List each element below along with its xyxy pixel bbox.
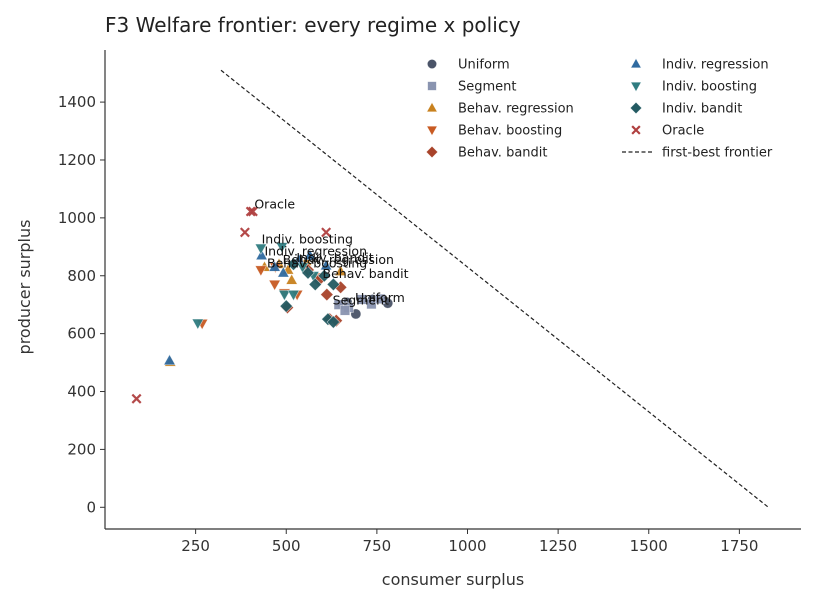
legend-marker [427,81,437,91]
point-indiv-boosting [296,262,309,274]
point-indiv-regression [255,248,268,260]
point-oracle [131,393,142,404]
point-indiv-regression [277,266,290,278]
point-indiv-bandit [279,299,293,313]
point-indiv-boosting [287,290,300,302]
point-indiv-bandit [317,269,332,283]
x-tick-label: 1750 [720,537,758,555]
x-tick-label: 250 [181,537,210,555]
legend-label: Uniform [458,58,510,73]
point-indiv-regression [268,260,281,272]
point-oracle [239,227,250,238]
data-points [131,206,394,404]
x-tick-label: 1500 [630,537,668,555]
y-tick-label: 400 [67,383,96,401]
point-indiv-boosting [191,318,205,330]
legend-label: first-best frontier [662,146,773,161]
y-tick-label: 600 [67,325,96,343]
point-indiv-bandit [326,315,341,329]
point-indiv-bandit [326,277,341,292]
x-tick-label: 1250 [539,537,577,555]
annotation-label: Indiv. regression [265,243,368,258]
point-indiv-bandit [301,266,315,280]
chart-title: F3 Welfare frontier: every regime x poli… [105,13,521,37]
legend-marker [629,101,643,115]
annotation-label: Oracle [254,197,295,212]
point-segment [375,293,386,305]
annotation-label: Behav. bandit [323,266,409,281]
annotation-label: Behav. regression [283,252,394,267]
legend-label: Indiv. regression [662,58,769,73]
legend-marker [630,81,642,93]
y-tick-label: 1400 [58,93,96,111]
legend-marker [630,57,642,69]
y-axis-label: producer surplus [15,220,34,355]
point-segment [366,299,377,310]
point-oracle [321,227,332,238]
x-axis-label: consumer surplus [382,570,524,589]
point-indiv-boosting [254,243,268,255]
x-tick-label: 500 [272,537,301,555]
point-behav-bandit [320,287,334,302]
legend-label: Indiv. boosting [662,80,757,95]
legend-label: Indiv. bandit [662,102,742,117]
legend-label: Segment [458,80,517,95]
point-indiv-boosting [278,290,291,302]
y-tick-label: 0 [86,498,96,516]
annotation-label: Segment [333,293,389,308]
point-oracle [245,206,256,217]
y-tick-label: 200 [67,440,96,458]
point-indiv-regression [319,259,333,271]
point-indiv-bandit [308,277,322,292]
legend-label: Behav. bandit [458,146,548,161]
annotation-label: Behav. boosting [267,256,367,271]
point-behav-boosting [268,279,281,292]
x-tick-label: 750 [363,537,392,555]
annotation-label: Indiv. bandit [296,250,373,265]
point-indiv-boosting [275,242,289,254]
point-behav-boosting [254,265,268,277]
legend-marker [425,145,439,159]
legend-marker [631,125,641,135]
point-behav-regression [285,273,298,285]
legend-marker [426,125,438,137]
legend-marker [427,59,437,69]
x-ticks: 250 500 750 1000 1250 1500 1750 [181,529,758,555]
point-indiv-regression [163,353,176,366]
legend-marker [426,101,438,113]
point-segment [339,305,351,316]
y-tick-label: 1200 [58,151,96,169]
point-behav-regression [334,264,347,276]
legend-label: Oracle [662,124,704,139]
annotation-label: Uniform [355,290,405,305]
y-tick-label: 800 [67,267,96,285]
point-oracle [247,206,258,217]
point-indiv-regression [303,248,317,260]
legend: Uniform Segment Behav. regression Behav. bo… [425,57,773,161]
legend-label: Behav. regression [458,102,574,117]
point-indiv-bandit [286,257,301,271]
y-ticks: 0 200 400 600 800 1000 1200 1400 [58,93,105,516]
x-tick-label: 1000 [448,537,486,555]
annotation-label: Indiv. boosting [262,231,353,246]
axes [104,50,801,530]
y-tick-label: 1000 [58,209,96,227]
legend-label: Behav. boosting [458,124,562,139]
